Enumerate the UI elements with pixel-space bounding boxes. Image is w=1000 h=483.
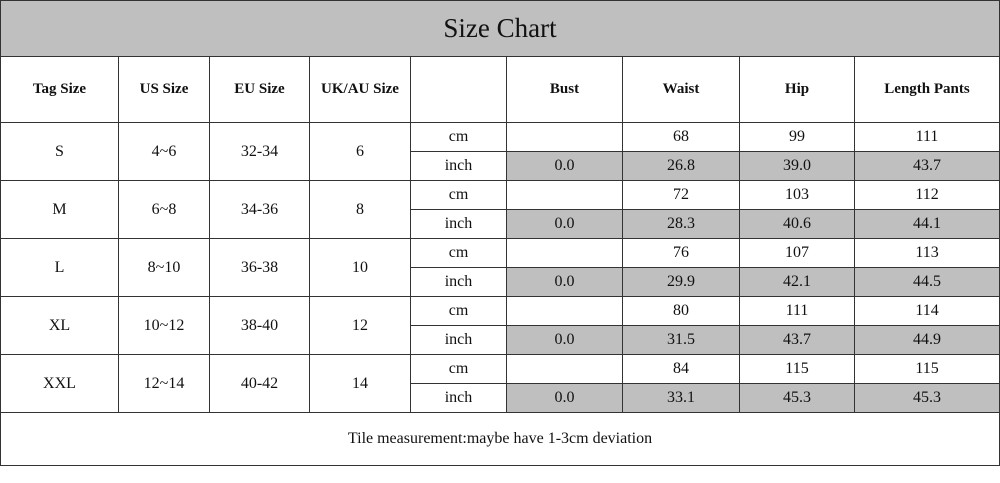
unit-cell: inch (410, 209, 507, 239)
waist-cell: 28.3 (622, 209, 740, 239)
size-row-inch: inch 0.0 29.9 42.1 44.5 (1, 267, 1000, 297)
size-chart-table: Size Chart Tag Size US Size EU Size UK/A… (0, 0, 1000, 466)
eu-size-cell: 32-34 (209, 122, 310, 181)
header-row: Tag Size US Size EU Size UK/AU Size Bust… (0, 56, 1000, 123)
bust-cell: 0.0 (506, 209, 623, 239)
waist-cell: 31.5 (622, 325, 740, 355)
eu-size-cell: 34-36 (209, 180, 310, 239)
unit-cell: cm (410, 122, 507, 152)
eu-size-cell: 36-38 (209, 238, 310, 297)
uk-au-size-cell: 12 (309, 296, 411, 355)
hip-cell: 103 (739, 180, 855, 210)
us-size-cell: 12~14 (118, 354, 210, 413)
size-row-cm: L 8~10 36-38 10 cm 76 107 113 (0, 238, 1000, 297)
bust-cell: 0.0 (506, 267, 623, 297)
header-length-pants: Length Pants (853, 56, 1000, 123)
chart-title: Size Chart (0, 0, 1000, 57)
length-cell: 113 (853, 238, 1000, 268)
header-tag-size: Tag Size (0, 56, 119, 123)
unit-cell: cm (410, 354, 507, 384)
bust-cell (506, 354, 623, 384)
tag-size-cell: XL (0, 296, 119, 355)
footer-note: Tile measurement:maybe have 1-3cm deviat… (0, 412, 1000, 466)
size-row-inch: inch 0.0 28.3 40.6 44.1 (1, 209, 1000, 239)
bust-cell: 0.0 (506, 325, 623, 355)
waist-cell: 84 (622, 354, 740, 384)
waist-cell: 80 (622, 296, 740, 326)
length-cell: 111 (853, 122, 1000, 152)
unit-cell: cm (410, 180, 507, 210)
bust-cell: 0.0 (506, 383, 623, 413)
us-size-cell: 8~10 (118, 238, 210, 297)
length-cell: 44.5 (853, 267, 1000, 297)
waist-cell: 72 (622, 180, 740, 210)
uk-au-size-cell: 14 (309, 354, 411, 413)
uk-au-size-cell: 8 (309, 180, 411, 239)
bust-cell (506, 296, 623, 326)
size-row-cm: XXL 12~14 40-42 14 cm 84 115 115 (0, 354, 1000, 413)
us-size-cell: 10~12 (118, 296, 210, 355)
us-size-cell: 6~8 (118, 180, 210, 239)
waist-cell: 26.8 (622, 151, 740, 181)
hip-cell: 111 (739, 296, 855, 326)
header-unit (410, 56, 507, 123)
header-uk-au-size: UK/AU Size (309, 56, 411, 123)
unit-cell: inch (410, 383, 507, 413)
header-bust: Bust (506, 56, 623, 123)
header-eu-size: EU Size (209, 56, 310, 123)
unit-cell: inch (410, 267, 507, 297)
length-cell: 45.3 (853, 383, 1000, 413)
bust-cell (506, 122, 623, 152)
size-row-cm: M 6~8 34-36 8 cm 72 103 112 (0, 180, 1000, 239)
hip-cell: 45.3 (739, 383, 855, 413)
hip-cell: 43.7 (739, 325, 855, 355)
tag-size-cell: L (0, 238, 119, 297)
hip-cell: 99 (739, 122, 855, 152)
hip-cell: 107 (739, 238, 855, 268)
size-row-inch: inch 0.0 26.8 39.0 43.7 (1, 151, 1000, 181)
us-size-cell: 4~6 (118, 122, 210, 181)
length-cell: 44.9 (853, 325, 1000, 355)
header-hip: Hip (739, 56, 855, 123)
tag-size-cell: XXL (0, 354, 119, 413)
tag-size-cell: S (0, 122, 119, 181)
length-cell: 114 (853, 296, 1000, 326)
eu-size-cell: 40-42 (209, 354, 310, 413)
tag-size-cell: M (0, 180, 119, 239)
header-waist: Waist (622, 56, 740, 123)
bust-cell (506, 238, 623, 268)
unit-cell: inch (410, 325, 507, 355)
bust-cell: 0.0 (506, 151, 623, 181)
unit-cell: cm (410, 296, 507, 326)
size-row-inch: inch 0.0 31.5 43.7 44.9 (1, 325, 1000, 355)
size-row-cm: XL 10~12 38-40 12 cm 80 111 114 (0, 296, 1000, 355)
waist-cell: 33.1 (622, 383, 740, 413)
hip-cell: 115 (739, 354, 855, 384)
uk-au-size-cell: 10 (309, 238, 411, 297)
unit-cell: cm (410, 238, 507, 268)
hip-cell: 39.0 (739, 151, 855, 181)
eu-size-cell: 38-40 (209, 296, 310, 355)
unit-cell: inch (410, 151, 507, 181)
header-us-size: US Size (118, 56, 210, 123)
length-cell: 44.1 (853, 209, 1000, 239)
length-cell: 115 (853, 354, 1000, 384)
length-cell: 112 (853, 180, 1000, 210)
hip-cell: 42.1 (739, 267, 855, 297)
waist-cell: 76 (622, 238, 740, 268)
length-cell: 43.7 (853, 151, 1000, 181)
bust-cell (506, 180, 623, 210)
waist-cell: 68 (622, 122, 740, 152)
hip-cell: 40.6 (739, 209, 855, 239)
uk-au-size-cell: 6 (309, 122, 411, 181)
waist-cell: 29.9 (622, 267, 740, 297)
size-row-cm: S 4~6 32-34 6 cm 68 99 111 (0, 122, 1000, 181)
